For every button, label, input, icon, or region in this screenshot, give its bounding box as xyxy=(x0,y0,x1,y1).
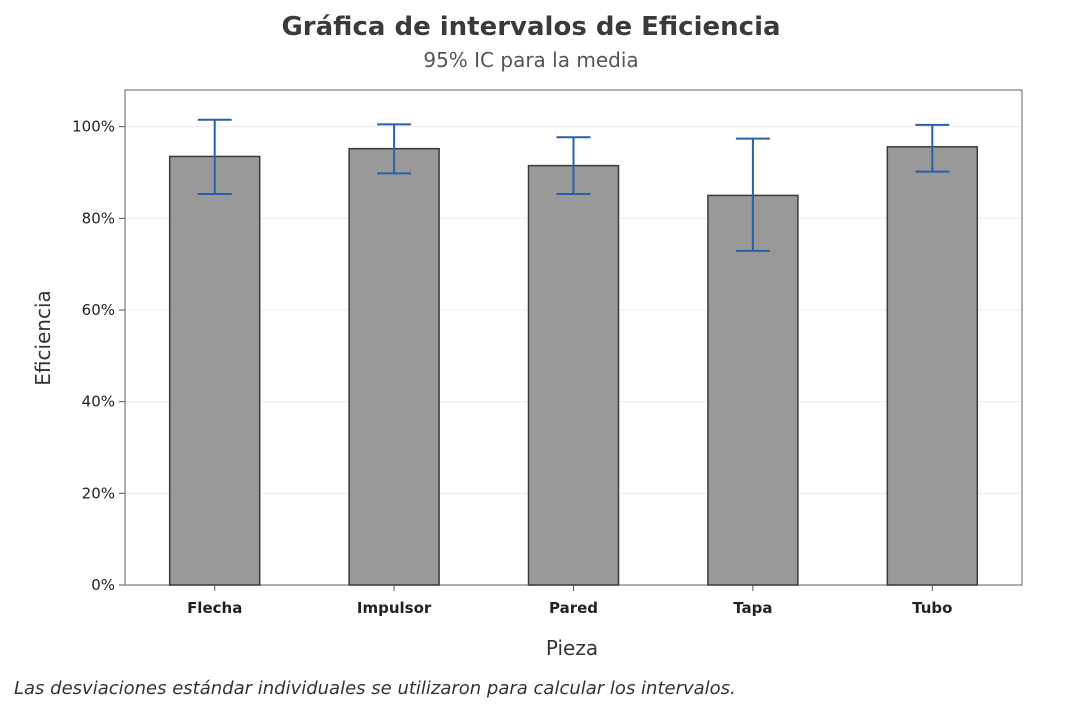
bars xyxy=(168,146,979,586)
bar-tubo xyxy=(886,146,979,586)
bar-pared xyxy=(527,164,620,586)
x-tick-label: Tapa xyxy=(733,599,772,617)
y-tick-label: 0% xyxy=(91,576,115,594)
y-tick-label: 100% xyxy=(72,118,115,136)
x-axis-ticks: Flecha Impulsor Pared Tapa Tubo xyxy=(187,585,952,617)
y-axis-ticks: 0% 20% 40% 60% 80% 100% xyxy=(72,118,125,594)
x-axis-title: Pieza xyxy=(546,636,598,660)
error-bar-tubo xyxy=(915,123,950,173)
chart-subtitle: 95% IC para la media xyxy=(423,48,638,72)
x-tick-label: Flecha xyxy=(187,599,242,617)
error-bar-flecha xyxy=(197,118,232,196)
error-bars xyxy=(197,118,950,252)
y-tick-label: 20% xyxy=(82,484,115,502)
error-bar-pared xyxy=(556,136,591,196)
error-bar-impulsor xyxy=(377,123,412,175)
bar-tapa xyxy=(707,194,799,586)
chart-title: Gráfica de intervalos de Eficiencia xyxy=(281,12,780,42)
x-tick-label: Impulsor xyxy=(357,599,432,617)
y-tick-label: 40% xyxy=(82,393,115,411)
y-tick-label: 60% xyxy=(82,301,115,319)
y-tick-label: 80% xyxy=(82,209,115,227)
x-tick-label: Tubo xyxy=(912,599,952,617)
error-bar-tapa xyxy=(735,137,770,252)
bar-impulsor xyxy=(348,147,440,586)
y-axis-title: Eficiencia xyxy=(31,290,55,386)
footnote-text: Las desviaciones estándar individuales s… xyxy=(14,678,736,699)
bar-flecha xyxy=(168,155,261,586)
x-tick-label: Pared xyxy=(549,599,598,617)
